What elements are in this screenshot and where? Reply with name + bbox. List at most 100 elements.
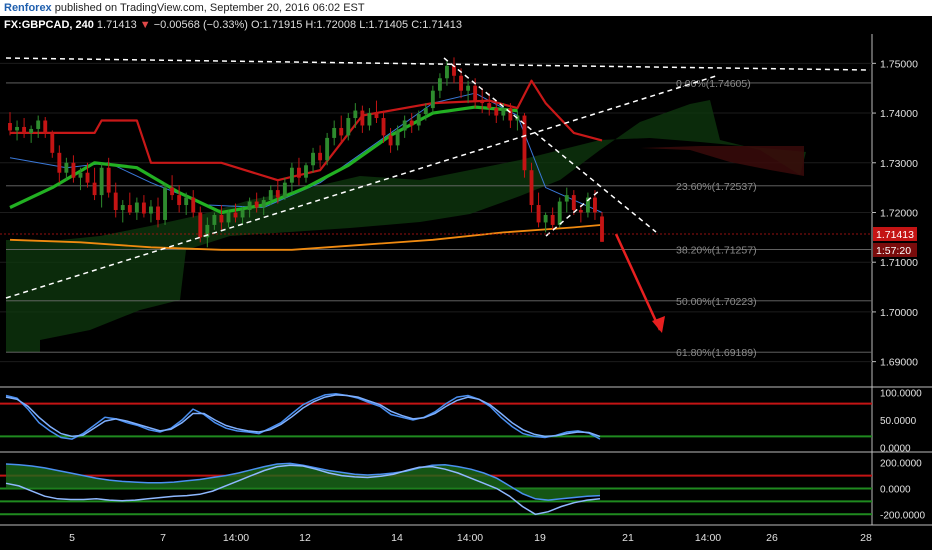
candlestick-series [8, 57, 604, 248]
last-price: 1.71413 [96, 19, 137, 31]
falling-channel-upper[interactable] [443, 57, 657, 233]
panel-tick-label: 100.0000 [880, 389, 922, 400]
price-tick-label: 1.72000 [880, 207, 918, 219]
candle-body [423, 108, 428, 115]
time-tick-label: 26 [766, 532, 778, 544]
osc-line [5, 394, 601, 438]
candle-body [170, 187, 175, 196]
candle-body [247, 201, 252, 210]
candle-body [78, 172, 83, 178]
candle-body [15, 126, 19, 131]
candle-body [522, 115, 527, 171]
fib-level-label: 0.00%(1.74605) [676, 78, 751, 90]
price-tick-label: 1.74000 [880, 108, 918, 120]
fib-level-label: 61.80%(1.69189) [676, 347, 757, 359]
candle-body [430, 90, 435, 109]
symbol-info-bar: FX:GBPCAD, 240 1.71413 ▼ −0.00568 (−0.33… [0, 16, 462, 34]
flag-lower-line[interactable] [545, 189, 601, 237]
candle-body [141, 202, 146, 214]
time-tick-label: 14:00 [457, 532, 483, 544]
candle-body [106, 167, 111, 193]
panel-tick-label: 200.0000 [880, 459, 922, 470]
candle-body [29, 128, 34, 133]
candle-body [353, 110, 358, 119]
panel-tick-label: 50.0000 [880, 416, 917, 427]
low-value: L:1.71405 [359, 19, 409, 31]
candle-body [304, 165, 308, 178]
fibonacci-levels: 0.00%(1.74605) 23.60%(1.72537) 38.20%(1.71… [6, 78, 872, 359]
candle-body [43, 120, 48, 134]
candle-body [578, 210, 583, 213]
candle-body [127, 205, 132, 213]
candle-body [226, 212, 231, 223]
price-scale-bg[interactable] [872, 34, 932, 550]
candle-body [268, 190, 273, 201]
time-tick-label: 28 [860, 532, 872, 544]
time-tick-label: 21 [622, 532, 634, 544]
last-price-tag [873, 227, 917, 241]
down-arrow-icon: ▼ [139, 19, 151, 31]
symbol-name[interactable]: FX:GBPCAD, 240 [4, 19, 94, 31]
time-axis-labels: 5 7 14:00 12 14 14:00 19 21 14:00 26 28 [69, 532, 872, 544]
countdown-label: 1:57:20 [876, 245, 911, 257]
osc-line [5, 464, 601, 516]
candle-body [381, 118, 386, 136]
top-resistance-line[interactable] [5, 57, 871, 71]
forecast-arrow-line[interactable] [614, 233, 662, 331]
candle-body [198, 212, 203, 238]
candle-body [600, 216, 604, 242]
osc-area [6, 463, 600, 501]
forecast-arrow-icon [652, 316, 665, 333]
candle-body [22, 126, 27, 133]
fib-level-label: 38.20%(1.71257) [676, 244, 757, 256]
close-value: C:1.71413 [411, 19, 462, 31]
price-axis-labels: 1.75000 1.74000 1.73000 1.72000 1.71000 1.700… [872, 58, 918, 369]
candle-body [177, 195, 182, 206]
candle-body [473, 85, 478, 101]
candle-body [409, 120, 414, 126]
candle-body [585, 197, 590, 213]
candle-body [571, 195, 576, 210]
time-tick-label: 14:00 [695, 532, 721, 544]
high-value: H:1.72008 [305, 19, 357, 31]
candle-body [437, 78, 442, 91]
candle-body [113, 192, 118, 210]
panel-tick-label: 0.0000 [880, 485, 911, 496]
candle-body [480, 100, 485, 104]
price-tick-label: 1.71000 [880, 257, 918, 269]
candle-body [557, 201, 562, 225]
price-tick-label: 1.75000 [880, 58, 918, 70]
stochastic-panel: 100.0000 50.0000 0.0000 [0, 389, 922, 454]
publisher-bar: Renforex published on TradingView.com, S… [0, 0, 932, 16]
time-tick-label: 14:00 [223, 532, 249, 544]
author-link[interactable]: Renforex [4, 2, 52, 14]
drawn-trendlines[interactable] [5, 57, 871, 333]
cloud-bullish [6, 100, 806, 352]
ichimoku-cloud [6, 100, 806, 352]
candle-body [388, 135, 393, 146]
ma-orange-line [9, 224, 603, 251]
candle-body [402, 120, 407, 131]
candle-body [64, 162, 69, 173]
candle-body [543, 214, 548, 223]
candle-body [57, 152, 62, 173]
candle-body [219, 214, 224, 223]
rising-support-line[interactable] [5, 75, 717, 299]
candle-body [395, 130, 400, 146]
candle-body [156, 206, 160, 220]
candle-body [233, 212, 238, 218]
candle-body [205, 224, 210, 238]
candle-body [50, 133, 55, 153]
candle-body [593, 197, 597, 213]
price-tick-label: 1.73000 [880, 158, 918, 170]
candle-body [282, 182, 287, 198]
candle-body [289, 167, 294, 183]
candle-body [163, 187, 167, 220]
candle-body [360, 110, 365, 126]
time-tick-label: 7 [160, 532, 166, 544]
candle-body [550, 214, 555, 225]
last-price-label: 1.71413 [876, 229, 914, 241]
candle-body [494, 108, 499, 116]
candle-body [254, 201, 259, 208]
